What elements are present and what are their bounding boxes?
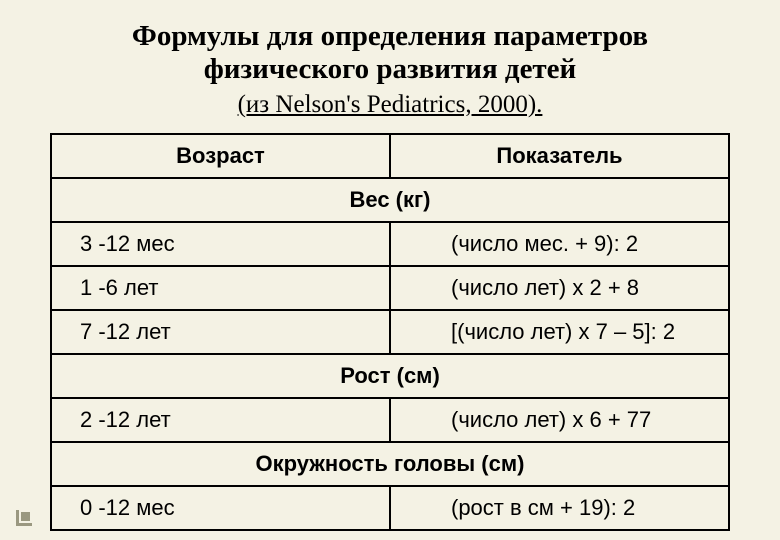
section-weight: Вес (кг) [51,178,729,222]
table-section-row: Рост (см) [51,354,729,398]
header-age: Возраст [51,134,390,178]
table-section-row: Вес (кг) [51,178,729,222]
formula-cell: (число лет) x 6 + 77 [390,398,729,442]
formula-cell: [(число лет) x 7 – 5]: 2 [390,310,729,354]
header-indicator: Показатель [390,134,729,178]
title-line2: физического развития детей [204,53,577,85]
title-line1: Формулы для определения параметров [132,20,648,52]
age-cell: 7 -12 лет [51,310,390,354]
formulas-table: Возраст Показатель Вес (кг) 3 -12 мес (ч… [50,133,730,531]
table-row: 3 -12 мес (число мес. + 9): 2 [51,222,729,266]
age-cell: 2 -12 лет [51,398,390,442]
age-cell: 1 -6 лет [51,266,390,310]
section-head: Окружность головы (см) [51,442,729,486]
table-row: 0 -12 мес (рост в см + 19): 2 [51,486,729,530]
table-header-row: Возраст Показатель [51,134,729,178]
page-subtitle: (из Nelson's Pediatrics, 2000). [50,91,730,119]
table-row: 7 -12 лет [(число лет) x 7 – 5]: 2 [51,310,729,354]
formula-cell: (число мес. + 9): 2 [390,222,729,266]
formula-cell: (рост в см + 19): 2 [390,486,729,530]
corner-square-icon [21,512,30,521]
table-row: 2 -12 лет (число лет) x 6 + 77 [51,398,729,442]
table-row: 1 -6 лет (число лет) x 2 + 8 [51,266,729,310]
section-height: Рост (см) [51,354,729,398]
table-section-row: Окружность головы (см) [51,442,729,486]
formula-cell: (число лет) x 2 + 8 [390,266,729,310]
age-cell: 0 -12 мес [51,486,390,530]
age-cell: 3 -12 мес [51,222,390,266]
page-title: Формулы для определения параметров физич… [50,20,730,87]
